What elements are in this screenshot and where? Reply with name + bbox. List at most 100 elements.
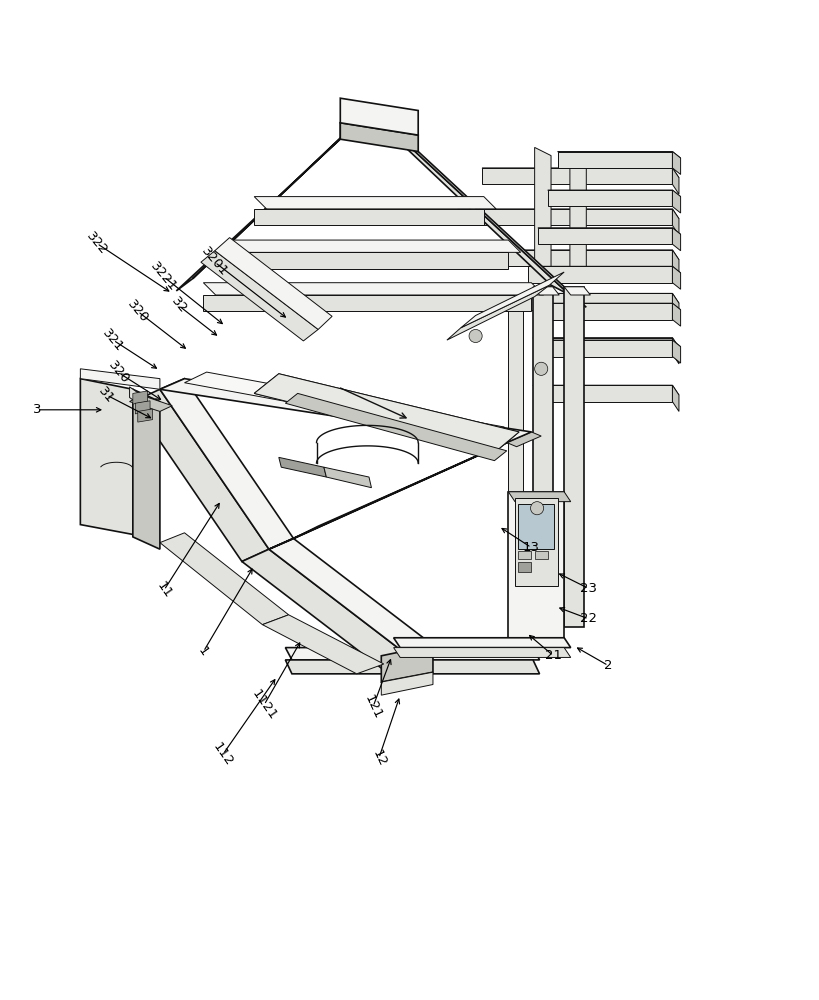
- Polygon shape: [527, 266, 680, 273]
- Circle shape: [530, 502, 543, 515]
- Polygon shape: [254, 384, 506, 452]
- Polygon shape: [176, 127, 352, 291]
- Polygon shape: [672, 152, 680, 174]
- Text: 321: 321: [100, 326, 126, 354]
- Polygon shape: [340, 115, 364, 139]
- Polygon shape: [324, 467, 371, 488]
- Polygon shape: [563, 287, 590, 295]
- Polygon shape: [672, 338, 678, 364]
- Polygon shape: [411, 293, 678, 303]
- Polygon shape: [446, 285, 549, 340]
- Polygon shape: [184, 372, 504, 438]
- Polygon shape: [557, 152, 672, 168]
- Polygon shape: [133, 391, 147, 404]
- Text: 1: 1: [196, 644, 210, 659]
- Polygon shape: [285, 393, 506, 461]
- Polygon shape: [160, 379, 293, 549]
- Polygon shape: [672, 340, 680, 363]
- Polygon shape: [160, 533, 288, 625]
- Polygon shape: [411, 293, 672, 310]
- Polygon shape: [393, 648, 570, 657]
- Text: 32: 32: [168, 295, 189, 316]
- Polygon shape: [536, 303, 672, 320]
- Polygon shape: [160, 379, 531, 443]
- Polygon shape: [542, 340, 672, 357]
- Polygon shape: [383, 127, 418, 152]
- Polygon shape: [434, 250, 672, 266]
- Polygon shape: [381, 645, 432, 682]
- Polygon shape: [537, 228, 672, 244]
- Polygon shape: [129, 395, 172, 411]
- Polygon shape: [135, 401, 150, 414]
- Polygon shape: [227, 252, 508, 269]
- Polygon shape: [672, 228, 680, 251]
- Polygon shape: [434, 250, 678, 260]
- Text: 13: 13: [523, 541, 539, 554]
- Circle shape: [468, 329, 482, 343]
- Polygon shape: [508, 287, 523, 627]
- Polygon shape: [532, 385, 678, 395]
- Polygon shape: [534, 147, 550, 287]
- Polygon shape: [532, 287, 552, 627]
- Polygon shape: [262, 615, 383, 674]
- Polygon shape: [381, 672, 432, 695]
- Text: 320: 320: [106, 359, 132, 387]
- Polygon shape: [285, 648, 539, 660]
- Polygon shape: [518, 551, 531, 559]
- Polygon shape: [340, 98, 418, 135]
- Polygon shape: [133, 389, 269, 562]
- Polygon shape: [383, 127, 569, 295]
- Text: 1121: 1121: [249, 687, 278, 723]
- Polygon shape: [508, 492, 570, 502]
- Polygon shape: [203, 295, 531, 311]
- Polygon shape: [672, 266, 680, 289]
- Text: 121: 121: [361, 692, 384, 721]
- Circle shape: [534, 362, 547, 375]
- Polygon shape: [254, 374, 518, 452]
- Polygon shape: [266, 374, 518, 443]
- Polygon shape: [457, 209, 672, 225]
- Polygon shape: [457, 209, 678, 219]
- Polygon shape: [269, 443, 506, 549]
- Polygon shape: [278, 457, 326, 477]
- Polygon shape: [460, 272, 563, 328]
- Polygon shape: [563, 287, 583, 627]
- Polygon shape: [672, 303, 680, 326]
- Text: 3201: 3201: [199, 245, 230, 279]
- Polygon shape: [192, 115, 364, 279]
- Polygon shape: [537, 228, 680, 234]
- Polygon shape: [129, 387, 141, 406]
- Text: 2: 2: [604, 659, 612, 672]
- Text: 31: 31: [96, 384, 117, 406]
- Polygon shape: [518, 504, 554, 549]
- Text: 112: 112: [210, 740, 235, 768]
- Polygon shape: [133, 389, 160, 549]
- Polygon shape: [532, 338, 678, 347]
- Polygon shape: [518, 562, 531, 572]
- Polygon shape: [138, 409, 152, 422]
- Polygon shape: [672, 293, 678, 320]
- Polygon shape: [542, 340, 680, 347]
- Polygon shape: [672, 209, 678, 235]
- Polygon shape: [482, 168, 678, 178]
- Polygon shape: [547, 190, 672, 206]
- Text: 22: 22: [580, 612, 596, 625]
- Polygon shape: [672, 190, 680, 213]
- Polygon shape: [242, 549, 408, 668]
- Text: 11: 11: [154, 580, 174, 601]
- Polygon shape: [203, 283, 543, 295]
- Polygon shape: [534, 551, 547, 559]
- Polygon shape: [254, 209, 483, 225]
- Polygon shape: [506, 432, 541, 447]
- Text: 322: 322: [84, 229, 110, 257]
- Polygon shape: [672, 385, 678, 411]
- Polygon shape: [393, 638, 570, 648]
- Polygon shape: [547, 190, 680, 197]
- Text: 23: 23: [580, 582, 596, 595]
- Polygon shape: [527, 266, 672, 283]
- Polygon shape: [536, 303, 680, 310]
- Polygon shape: [201, 251, 318, 341]
- Polygon shape: [215, 238, 332, 329]
- Polygon shape: [532, 287, 559, 295]
- Polygon shape: [80, 369, 160, 389]
